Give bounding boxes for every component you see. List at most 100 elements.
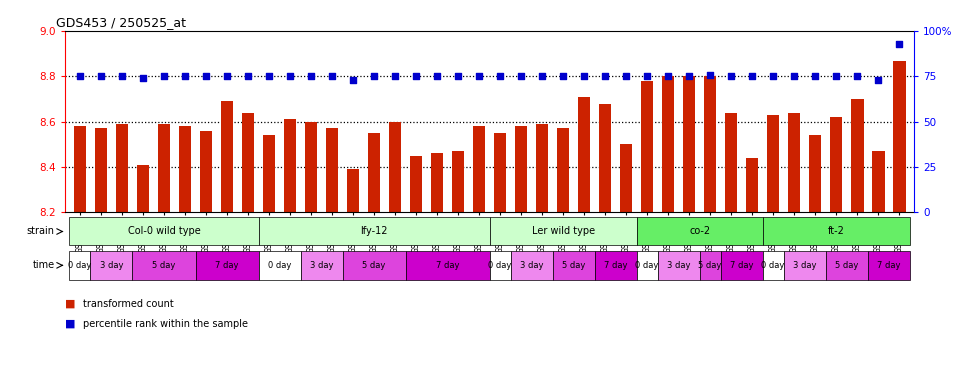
Bar bbox=[515, 126, 527, 212]
Bar bbox=[343, 251, 405, 280]
Bar bbox=[553, 251, 594, 280]
Point bbox=[93, 74, 108, 79]
Text: 7 day: 7 day bbox=[877, 261, 900, 270]
Bar bbox=[90, 251, 132, 280]
Point bbox=[660, 74, 676, 79]
Bar bbox=[594, 251, 636, 280]
Point bbox=[828, 74, 844, 79]
Bar bbox=[132, 251, 196, 280]
Text: ■: ■ bbox=[65, 299, 76, 309]
Point bbox=[535, 74, 550, 79]
Bar bbox=[636, 251, 658, 280]
Bar bbox=[783, 251, 826, 280]
Point bbox=[514, 74, 529, 79]
Bar bbox=[829, 117, 843, 212]
Bar bbox=[116, 124, 129, 212]
Point bbox=[556, 74, 571, 79]
Point bbox=[892, 41, 907, 47]
Point bbox=[639, 74, 655, 79]
Point bbox=[367, 74, 382, 79]
Bar bbox=[136, 165, 150, 212]
Point bbox=[261, 74, 276, 79]
Text: 3 day: 3 day bbox=[100, 261, 123, 270]
Text: time: time bbox=[33, 260, 55, 270]
Bar bbox=[221, 101, 233, 212]
Bar bbox=[368, 133, 380, 212]
Point bbox=[576, 74, 591, 79]
Point bbox=[682, 74, 697, 79]
Bar bbox=[431, 153, 444, 212]
Bar bbox=[826, 251, 868, 280]
Text: Col-0 wild type: Col-0 wild type bbox=[128, 227, 201, 236]
Text: 3 day: 3 day bbox=[520, 261, 543, 270]
Point bbox=[429, 74, 444, 79]
Text: 7 day: 7 day bbox=[215, 261, 239, 270]
Point bbox=[618, 74, 634, 79]
Text: 3 day: 3 day bbox=[310, 261, 333, 270]
Text: 0 day: 0 day bbox=[489, 261, 512, 270]
Point bbox=[724, 74, 739, 79]
Text: 3 day: 3 day bbox=[667, 261, 690, 270]
Bar bbox=[95, 128, 108, 212]
Text: 7 day: 7 day bbox=[604, 261, 628, 270]
Text: 0 day: 0 day bbox=[68, 261, 91, 270]
Point bbox=[114, 74, 130, 79]
Text: ■: ■ bbox=[65, 319, 76, 329]
Text: 5 day: 5 day bbox=[153, 261, 176, 270]
Bar bbox=[658, 251, 700, 280]
Bar bbox=[762, 217, 910, 246]
Bar bbox=[347, 169, 359, 212]
Bar bbox=[746, 158, 758, 212]
Point bbox=[178, 74, 193, 79]
Text: 7 day: 7 day bbox=[730, 261, 754, 270]
Point bbox=[324, 74, 340, 79]
Bar bbox=[157, 124, 170, 212]
Point bbox=[72, 74, 87, 79]
Point bbox=[135, 75, 151, 81]
Bar bbox=[452, 151, 465, 212]
Point bbox=[765, 74, 780, 79]
Bar bbox=[683, 76, 695, 212]
Point bbox=[745, 74, 760, 79]
Text: lfy-12: lfy-12 bbox=[360, 227, 388, 236]
Bar bbox=[704, 76, 716, 212]
Bar bbox=[179, 126, 191, 212]
Point bbox=[786, 74, 802, 79]
Bar bbox=[196, 251, 258, 280]
Bar bbox=[762, 251, 783, 280]
Bar bbox=[599, 104, 612, 212]
Bar bbox=[868, 251, 910, 280]
Bar bbox=[69, 217, 258, 246]
Bar bbox=[300, 251, 343, 280]
Bar bbox=[661, 76, 675, 212]
Bar bbox=[304, 122, 318, 212]
Bar bbox=[641, 81, 654, 212]
Point bbox=[871, 77, 886, 83]
Point bbox=[282, 74, 298, 79]
Text: 3 day: 3 day bbox=[793, 261, 816, 270]
Text: 5 day: 5 day bbox=[699, 261, 722, 270]
Point bbox=[471, 74, 487, 79]
Point bbox=[219, 74, 234, 79]
Point bbox=[388, 74, 403, 79]
Point bbox=[450, 74, 466, 79]
Text: GDS453 / 250525_at: GDS453 / 250525_at bbox=[56, 16, 185, 29]
Bar bbox=[263, 135, 276, 212]
Text: transformed count: transformed count bbox=[83, 299, 174, 309]
Bar bbox=[536, 124, 548, 212]
Bar bbox=[578, 97, 590, 212]
Bar bbox=[69, 251, 90, 280]
Bar bbox=[788, 113, 801, 212]
Bar bbox=[490, 217, 636, 246]
Point bbox=[346, 77, 361, 83]
Text: 7 day: 7 day bbox=[436, 261, 459, 270]
Bar bbox=[700, 251, 721, 280]
Bar bbox=[325, 128, 338, 212]
Bar bbox=[405, 251, 490, 280]
Point bbox=[703, 72, 718, 78]
Point bbox=[597, 74, 612, 79]
Bar bbox=[410, 156, 422, 212]
Bar bbox=[258, 217, 490, 246]
Bar bbox=[200, 131, 212, 212]
Text: ft-2: ft-2 bbox=[828, 227, 845, 236]
